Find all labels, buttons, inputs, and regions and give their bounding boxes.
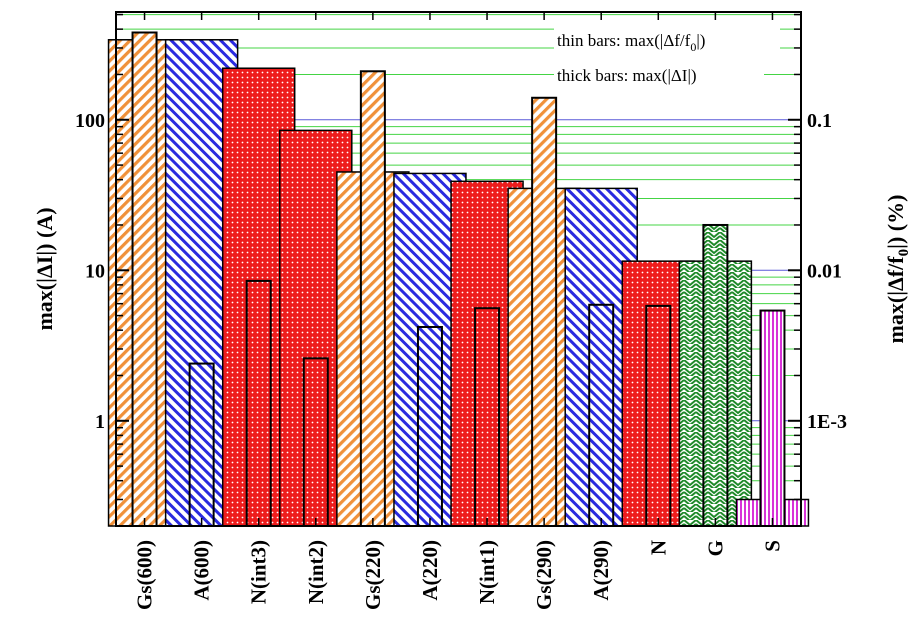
right-tick-label: 1E-3 [807, 411, 847, 433]
legend-thin-prefix: thin bars: max(|Δf/f [557, 31, 691, 50]
thin-bar [245, 279, 272, 527]
category-label: A(290) [589, 540, 613, 601]
category-label: N(int3) [247, 540, 271, 604]
thin-bar [359, 70, 386, 527]
left-axis-ticks [116, 13, 129, 527]
legend-thin-subscript: 0 [690, 40, 696, 54]
right-axis-ticks [788, 13, 801, 527]
plot-frame [115, 11, 802, 527]
category-label: N(int1) [475, 540, 499, 604]
category-label: A(600) [190, 540, 214, 601]
thin-bar [474, 307, 501, 527]
category-label: Gs(290) [532, 540, 556, 610]
category-label: A(220) [418, 540, 442, 601]
left-axis-tick-labels: 1 10 100 [75, 110, 105, 433]
category-labels: Gs(600) A(600) N(int3) N(int2) Gs(220) A(220)… [133, 540, 785, 610]
legend-background-thin [554, 28, 780, 52]
thick-bars-series [107, 39, 810, 527]
thin-bar [131, 31, 158, 527]
thin-bar [702, 223, 729, 528]
right-tick-label: 0.01 [807, 260, 842, 282]
thin-bar [188, 362, 215, 527]
thin-bar [759, 309, 786, 528]
legend: thin bars: max(|Δf/f0|) thick bars: max(… [554, 28, 780, 87]
category-label: N [646, 540, 670, 555]
legend-background-thick [554, 63, 764, 87]
right-axis-tick-labels: 1E-3 0.01 0.1 [807, 110, 847, 433]
right-axis-title: max(|Δf/f0|) (%) [883, 195, 912, 344]
x-axis-ticks [143, 12, 774, 526]
thin-bars-series [131, 31, 786, 528]
category-label: N(int2) [304, 540, 328, 604]
legend-thin-suffix: |) [696, 31, 705, 50]
thin-bar [645, 304, 672, 527]
left-tick-label: 1 [95, 411, 105, 433]
legend-thin-bars: thin bars: max(|Δf/f0|) [557, 31, 705, 54]
left-axis-title: max(|ΔI|) (A) [32, 207, 57, 330]
left-tick-label: 10 [85, 260, 105, 282]
category-label: G [703, 540, 727, 556]
category-label: S [760, 540, 784, 552]
thin-bar [588, 303, 615, 527]
category-label: Gs(220) [361, 540, 385, 610]
legend-thick-bars: thick bars: max(|ΔI|) [557, 66, 697, 85]
left-tick-label: 100 [75, 110, 105, 132]
right-tick-label: 0.1 [807, 110, 832, 132]
thin-bar [416, 325, 443, 527]
thin-bar [531, 96, 558, 528]
category-label: Gs(600) [133, 540, 157, 610]
thin-bar [302, 357, 329, 528]
